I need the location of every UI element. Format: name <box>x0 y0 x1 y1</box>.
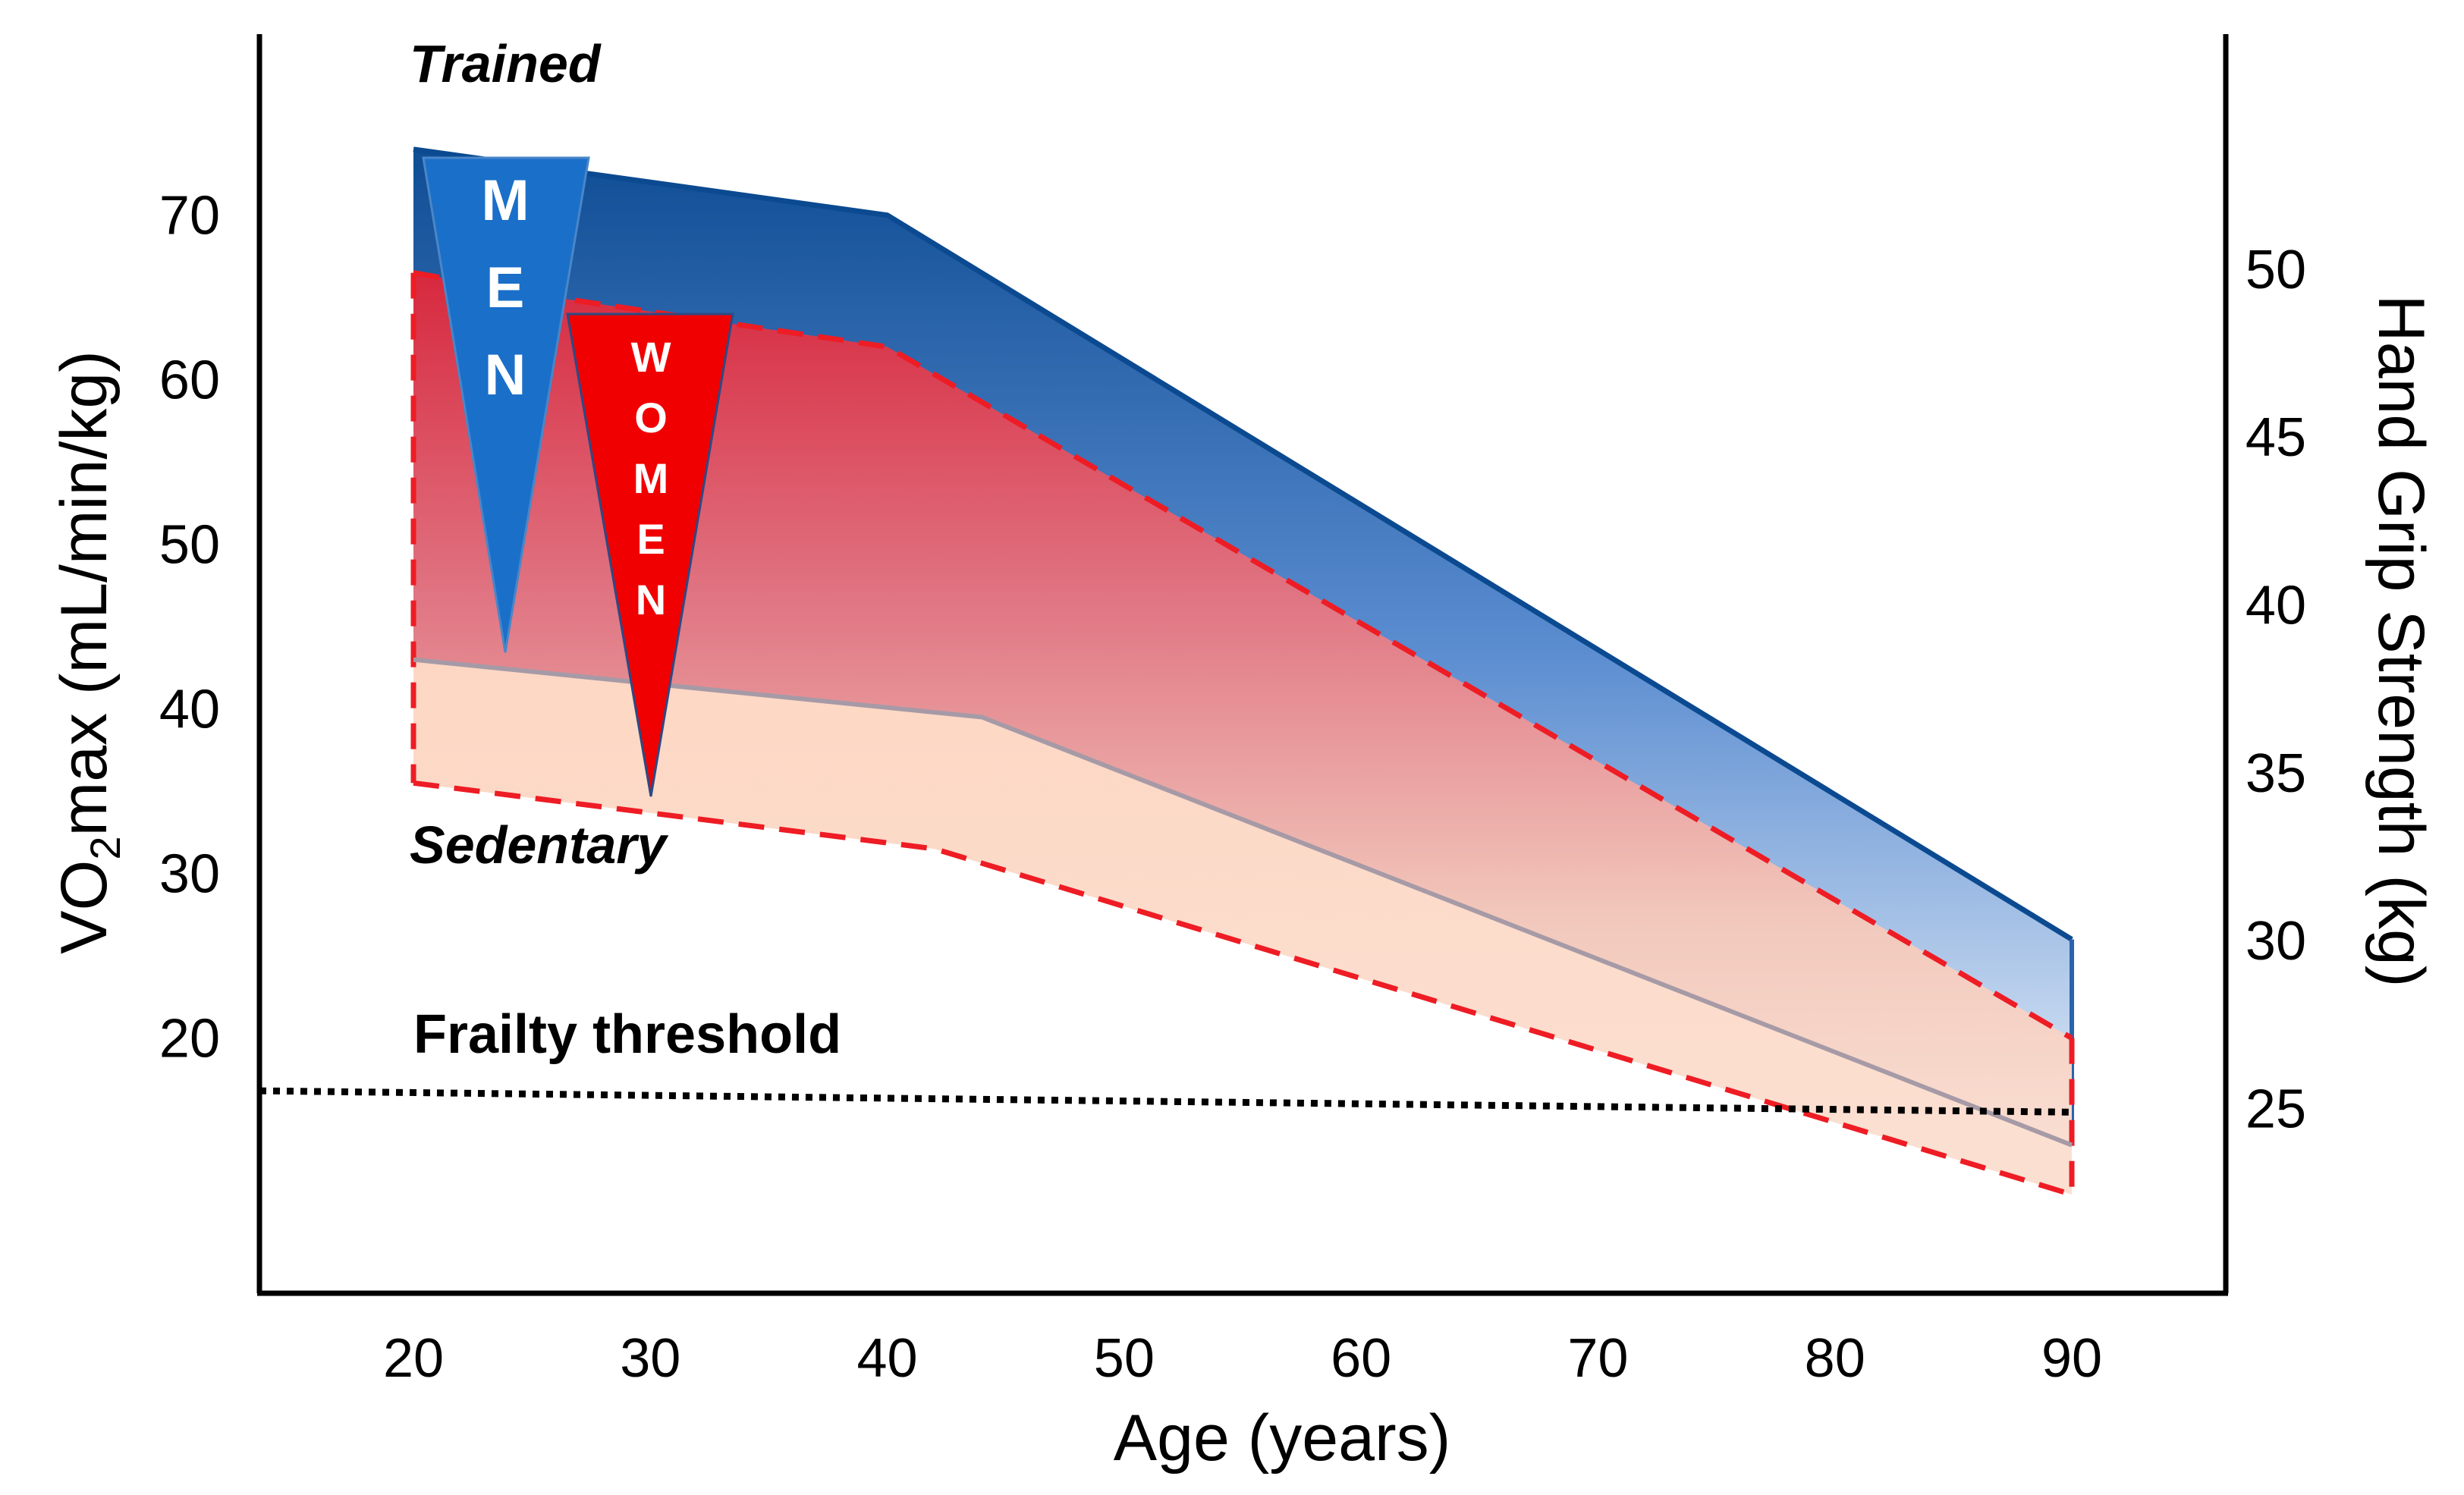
y-left-title-subscript: 2 <box>81 836 129 859</box>
women-letter: M <box>633 454 669 502</box>
y-right-tick-label: 50 <box>2246 240 2306 300</box>
y-right-tick-label: 25 <box>2246 1079 2306 1140</box>
men-sedentary-layer <box>413 657 2073 1148</box>
y-right-tick-label: 45 <box>2246 407 2306 468</box>
y-left-title-rest: max (mL/min/kg) <box>48 350 121 836</box>
y-right-axis-title: Hand Grip Strength (kg) <box>2365 295 2437 988</box>
frailty-threshold-line <box>259 1087 2073 1116</box>
sedentary-label: Sedentary <box>410 815 669 875</box>
y-left-tick-label: 20 <box>159 1009 220 1069</box>
men-triangle <box>422 156 590 653</box>
men-sedentary-line <box>413 657 2073 1148</box>
y-left-axis-title: VO2max (mL/min/kg) <box>48 350 129 954</box>
y-left-tick-layer: 20 30 40 50 60 70 <box>159 186 220 1069</box>
women-letter: W <box>631 333 671 381</box>
y-right-tick-layer: 25 30 35 40 45 50 <box>2246 240 2306 1140</box>
women-sedentary-line <box>413 780 2073 1198</box>
men-marker: M E N <box>422 156 590 653</box>
men-letter: M <box>481 168 529 233</box>
x-tick-label: 70 <box>1567 1328 1628 1389</box>
women-marker: W O M E N <box>566 313 734 797</box>
y-left-tick-label: 70 <box>159 186 220 247</box>
x-tick-label: 30 <box>620 1328 680 1389</box>
y-left-tick-label: 40 <box>159 680 220 740</box>
x-tick-label: 90 <box>2041 1328 2102 1389</box>
y-left-title-main: VO <box>48 860 121 954</box>
women-letter: O <box>634 394 668 441</box>
x-tick-label: 80 <box>1805 1328 1865 1389</box>
women-triangle <box>566 313 734 797</box>
x-tick-label: 40 <box>857 1328 918 1389</box>
x-tick-label: 20 <box>383 1328 444 1389</box>
x-tick-label: 50 <box>1094 1328 1155 1389</box>
y-left-tick-label: 30 <box>159 844 220 905</box>
x-tick-layer: 20 30 40 50 60 70 80 90 <box>383 1328 2102 1389</box>
y-right-tick-label: 40 <box>2246 576 2306 636</box>
frailty-layer <box>259 1087 2073 1116</box>
x-axis-title: Age (years) <box>1114 1402 1451 1475</box>
men-letter: N <box>485 343 526 407</box>
x-tick-label: 60 <box>1331 1328 1391 1389</box>
overlap-sedentary-area <box>413 659 2072 1195</box>
frailty-threshold-label: Frailty threshold <box>413 1004 841 1065</box>
y-right-tick-label: 35 <box>2246 743 2306 804</box>
y-left-tick-label: 60 <box>159 350 220 411</box>
women-letter: N <box>636 576 666 623</box>
y-left-tick-label: 50 <box>159 515 220 576</box>
men-letter: E <box>486 256 525 320</box>
axes <box>256 34 2229 1296</box>
women-letter: E <box>636 515 665 563</box>
y-right-tick-label: 30 <box>2246 911 2306 972</box>
trained-label: Trained <box>410 34 602 93</box>
women-band-area <box>413 272 2072 1195</box>
